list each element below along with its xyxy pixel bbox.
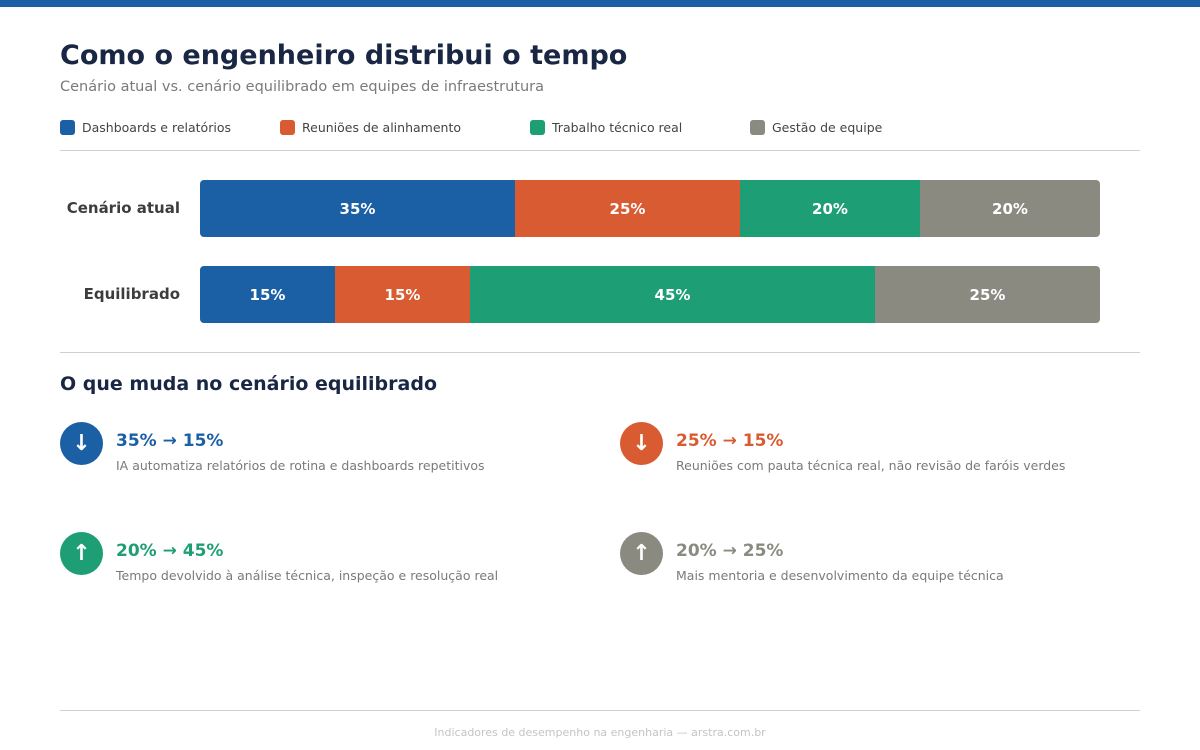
arrow-down-icon: ↓	[60, 422, 103, 465]
divider	[60, 150, 1140, 151]
bar-segment: 20%	[920, 180, 1100, 237]
stacked-bar: 35% 25% 20% 20%	[200, 180, 1100, 237]
section-title: O que muda no cenário equilibrado	[60, 373, 437, 395]
bar-segment: 45%	[470, 266, 875, 323]
legend-item: Dashboards e relatórios	[60, 120, 231, 135]
change-value: 35% → 15%	[116, 431, 224, 451]
legend-label: Trabalho técnico real	[552, 120, 683, 135]
legend-swatch	[280, 120, 295, 135]
page-subtitle: Cenário atual vs. cenário equilibrado em…	[60, 79, 545, 95]
legend-label: Dashboards e relatórios	[82, 120, 231, 135]
change-item: ↑ 20% → 25% Mais mentoria e desenvolviment…	[620, 532, 1140, 592]
category-label: Equilibrado	[83, 285, 180, 303]
change-description: IA automatiza relatórios de rotina e das…	[116, 458, 485, 473]
bar-segment: 15%	[335, 266, 470, 323]
legend-label: Gestão de equipe	[772, 120, 883, 135]
data-label: 20%	[812, 199, 848, 218]
footer: Indicadores de desempenho na engenharia …	[434, 726, 766, 739]
bar-segment: 25%	[875, 266, 1100, 323]
data-label: 45%	[654, 285, 691, 304]
change-item: ↓ 25% → 15% Reuniões com pauta técnica rea…	[620, 422, 1140, 482]
stacked-bar: 15% 15% 45% 25%	[200, 266, 1100, 323]
legend-label: Reuniões de alinhamento	[302, 120, 462, 135]
change-item: ↑ 20% → 45% Tempo devolvido à análise técn…	[60, 532, 580, 592]
change-item: ↓ 35% → 15% IA automatiza relatórios de ro…	[60, 422, 580, 482]
change-description: Tempo devolvido à análise técnica, inspe…	[116, 568, 499, 583]
divider	[60, 710, 1140, 711]
bar-segment: 15%	[200, 266, 335, 323]
change-value: 20% → 45%	[116, 541, 224, 561]
bar-segment: 25%	[515, 180, 740, 237]
arrow-down-icon: ↓	[620, 422, 663, 465]
data-label: 25%	[969, 285, 1006, 304]
category-label: Cenário atual	[66, 199, 180, 217]
data-label: 35%	[339, 199, 376, 218]
bar-segment: 35%	[200, 180, 515, 237]
legend-swatch	[530, 120, 545, 135]
data-label: 20%	[992, 199, 1028, 218]
legend-item: Reuniões de alinhamento	[280, 120, 461, 135]
bar-segment: 20%	[740, 180, 920, 237]
top-accent-bar	[0, 0, 1200, 7]
arrow-up-icon: ↑	[60, 532, 103, 575]
data-label: 25%	[609, 199, 646, 218]
change-description: Mais mentoria e desenvolvimento da equip…	[676, 568, 1004, 583]
change-value: 20% → 25%	[676, 541, 784, 561]
data-label: 15%	[384, 285, 421, 304]
legend-swatch	[750, 120, 765, 135]
data-label: 15%	[249, 285, 286, 304]
page-title: Como o engenheiro distribui o tempo	[60, 40, 628, 71]
legend-item: Trabalho técnico real	[530, 120, 682, 135]
change-value: 25% → 15%	[676, 431, 784, 451]
legend-swatch	[60, 120, 75, 135]
change-description: Reuniões com pauta técnica real, não rev…	[676, 458, 1066, 473]
legend-item: Gestão de equipe	[750, 120, 882, 135]
divider	[60, 352, 1140, 353]
arrow-up-icon: ↑	[620, 532, 663, 575]
